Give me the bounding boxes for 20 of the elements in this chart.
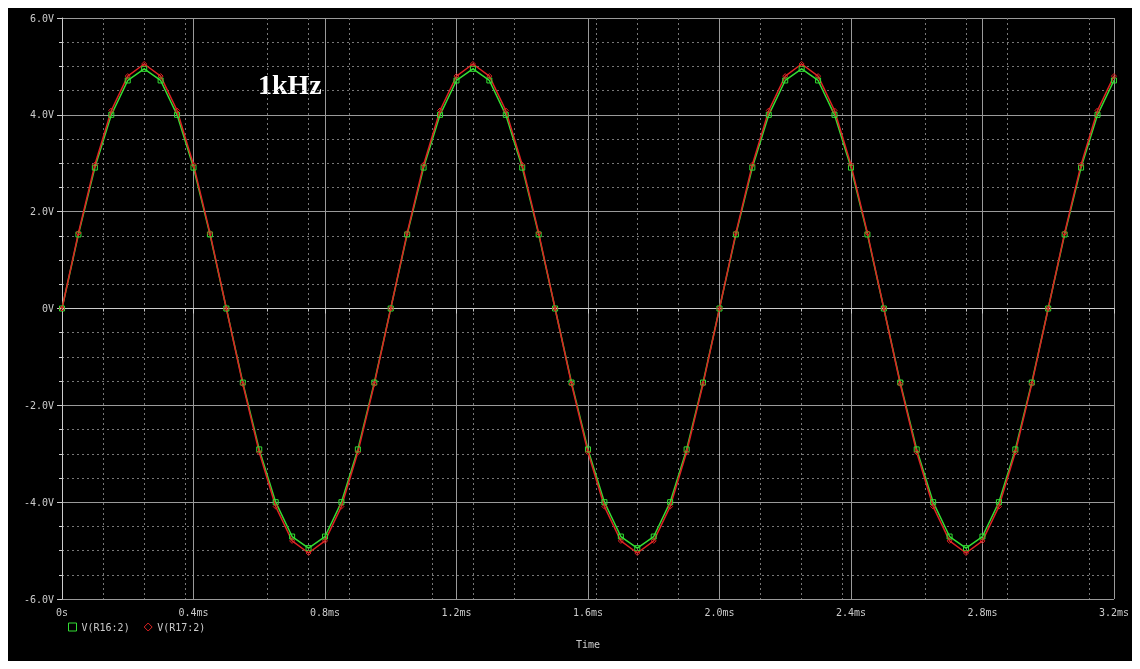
legend-label: V(R17:2) <box>157 621 206 633</box>
x-tick-label: 3.2ms <box>1098 606 1129 618</box>
x-tick-label: 0.8ms <box>309 606 341 618</box>
x-tick-label: 0.4ms <box>178 606 209 618</box>
x-tick-label: 2.4ms <box>835 606 867 618</box>
y-tick-label: 2.0V <box>29 206 54 218</box>
x-tick-label: 1.6ms <box>572 606 604 618</box>
legend-label: V(R16:2) <box>81 621 130 633</box>
y-tick-label: -6.0V <box>23 593 54 605</box>
x-axis-title: Time <box>575 638 601 650</box>
x-tick-label: 2.8ms <box>967 606 998 618</box>
annotation: 1kHz <box>258 68 322 100</box>
y-tick-label: 6.0V <box>29 12 54 24</box>
x-tick-label: 2.0ms <box>704 606 735 618</box>
y-tick-label: 4.0V <box>29 109 54 121</box>
y-tick-label: 0V <box>41 303 54 314</box>
y-tick-label: -2.0V <box>23 399 54 411</box>
x-tick-label: 1.2ms <box>441 606 472 618</box>
x-tick-label: 0s <box>55 606 69 618</box>
y-tick-label: -4.0V <box>23 496 54 508</box>
